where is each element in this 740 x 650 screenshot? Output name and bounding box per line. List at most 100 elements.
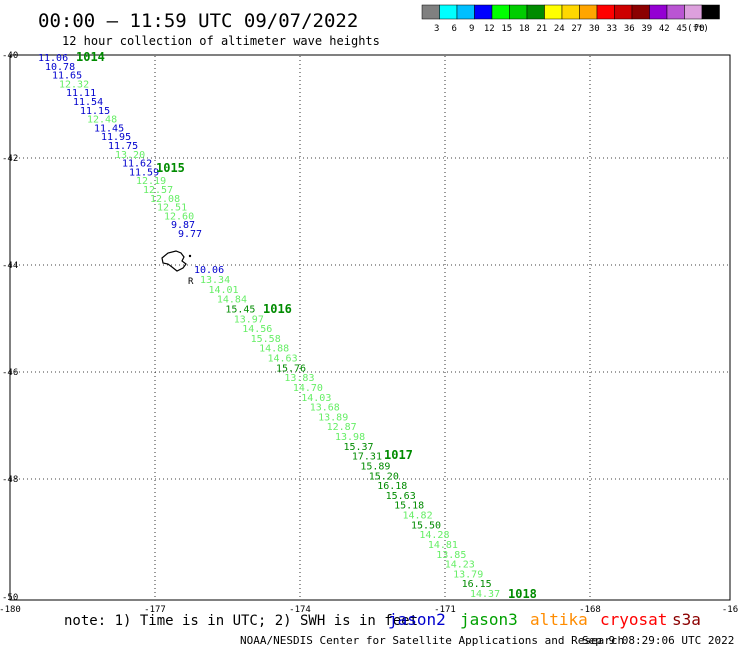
track-point-label: 15.58: [251, 334, 281, 345]
track-point-label: 14.88: [259, 344, 289, 355]
track-time-label: 1015: [156, 161, 185, 175]
track-point-label: 10.78: [45, 62, 75, 73]
footer-credit: NOAA/NESDIS Center for Satellite Applica…: [240, 634, 624, 647]
track-point-label: 9.77: [178, 229, 202, 240]
legend-swatch: [526, 4, 545, 20]
legend-swatch: [684, 4, 703, 20]
legend-label: 27: [571, 24, 582, 34]
track-point-label: 11.11: [66, 88, 96, 99]
footer-note: note: 1) Time is in UTC; 2) SWH is in fe…: [64, 613, 418, 629]
track-point-label: 13.34: [200, 275, 230, 286]
legend-label: 45: [676, 24, 687, 34]
legend-label: (ft): [687, 24, 709, 34]
track-point-label: 12.51: [157, 203, 187, 214]
track-point-label: 12.32: [59, 79, 89, 90]
track-point-label: 11.06: [38, 53, 68, 64]
legend-label: 12: [484, 24, 495, 34]
track-point-label: 13.98: [335, 432, 365, 443]
track-point-label: 15.18: [394, 501, 424, 512]
track-point-label: 12.48: [87, 115, 117, 126]
track-point-label: 12.87: [327, 422, 357, 433]
track-point-label: 13.68: [310, 403, 340, 414]
satellite-label-jason2: jason2: [388, 610, 446, 629]
legend-label: 33: [606, 24, 617, 34]
map-title: 00:00 – 11:59 UTC 09/07/2022: [38, 10, 358, 32]
legend-swatch: [421, 4, 440, 20]
track-point-label: 14.84: [217, 295, 247, 306]
lat-tick-label: -50: [2, 593, 18, 603]
island-shape: R: [161, 250, 194, 287]
track-point-label: 16.18: [377, 481, 407, 492]
track-point-label: 11.59: [129, 167, 159, 178]
track-point-label: 14.01: [208, 285, 238, 296]
track-point-label: 11.75: [108, 141, 138, 152]
lon-tick-label: -180: [0, 605, 21, 615]
track-point-label: 11.15: [80, 106, 110, 117]
footer-timestamp: Sep 9 08:29:06 UTC 2022: [582, 634, 734, 647]
legend-swatch: [596, 4, 615, 20]
lat-tick-label: -40: [2, 51, 18, 61]
legend-label: 15: [501, 24, 512, 34]
legend-swatch: [456, 4, 475, 20]
legend-swatch: [474, 4, 493, 20]
satellite-label-s3a: s3a: [672, 610, 701, 629]
legend-swatch: [666, 4, 685, 20]
legend-swatch: [491, 4, 510, 20]
satellite-label-cryosat: cryosat: [600, 610, 667, 629]
lon-tick-label: -168: [579, 605, 601, 615]
track-point-label: 14.03: [301, 393, 331, 404]
map-subtitle: 12 hour collection of altimeter wave hei…: [62, 34, 380, 48]
satellite-label-altika: altika: [530, 610, 588, 629]
legend-label: 30: [589, 24, 600, 34]
legend-label: 18: [519, 24, 530, 34]
track-point-label: 11.54: [73, 97, 103, 108]
track-point-label: 14.63: [268, 354, 298, 365]
legend-label: 24: [554, 24, 565, 34]
track-point-label: 15.76: [276, 363, 306, 374]
track-point-label: 17.31: [352, 452, 382, 463]
track-point-label: 14.23: [445, 560, 475, 571]
wave-height-legend: 3 6 9 12 15 18 21 24 27 30 33 36 39 42 45 70(ft): [421, 4, 720, 34]
track-point-label: 13.97: [234, 314, 264, 325]
track-time-label: 1016: [263, 302, 292, 316]
track-point-label: 15.20: [369, 471, 399, 482]
legend-swatch: [631, 4, 650, 20]
legend-label: 9: [469, 24, 474, 34]
legend-swatch: [701, 4, 720, 20]
track-point-label: 11.65: [52, 71, 82, 82]
legend-label: 36: [624, 24, 635, 34]
legend-swatch: [544, 4, 563, 20]
track-time-label: 1014: [76, 50, 105, 64]
track-time-label: 1018: [508, 587, 537, 601]
track-point-label: 12.57: [143, 185, 173, 196]
legend-label: 6: [452, 24, 457, 34]
altimeter-track: 11.0610.7811.6512.3211.1111.5411.1512.48…: [38, 50, 537, 601]
track-point-label: 14.81: [428, 540, 458, 551]
track-point-label: 13.85: [436, 550, 466, 561]
satellite-legend: jason2 jason3 altika cryosat s3a: [388, 610, 701, 629]
lat-tick-label: -44: [2, 261, 18, 271]
track-point-label: 11.62: [122, 159, 152, 170]
legend-swatch: [561, 4, 580, 20]
track-point-label: 13.79: [453, 569, 483, 580]
lon-tick-label: -171: [434, 605, 456, 615]
track-point-label: 11.95: [101, 132, 131, 143]
island-label: R: [188, 277, 194, 287]
track-point-label: 14.56: [242, 324, 272, 335]
legend-swatch: [439, 4, 458, 20]
track-point-label: 10.06: [194, 265, 224, 276]
track-point-label: 13.89: [318, 412, 348, 423]
satellite-label-jason3: jason3: [460, 610, 518, 629]
track-point-label: 16.15: [462, 579, 492, 590]
lat-tick-label: -46: [2, 368, 18, 378]
legend-label: 3: [434, 24, 439, 34]
lat-tick-label: -48: [2, 475, 18, 485]
legend-swatch: [509, 4, 528, 20]
lat-tick-label: -42: [2, 154, 18, 164]
lon-tick-label: -174: [289, 605, 311, 615]
legend-label: 70: [694, 24, 705, 34]
track-point-label: 11.45: [94, 123, 124, 134]
track-point-label: 14.82: [403, 511, 433, 522]
